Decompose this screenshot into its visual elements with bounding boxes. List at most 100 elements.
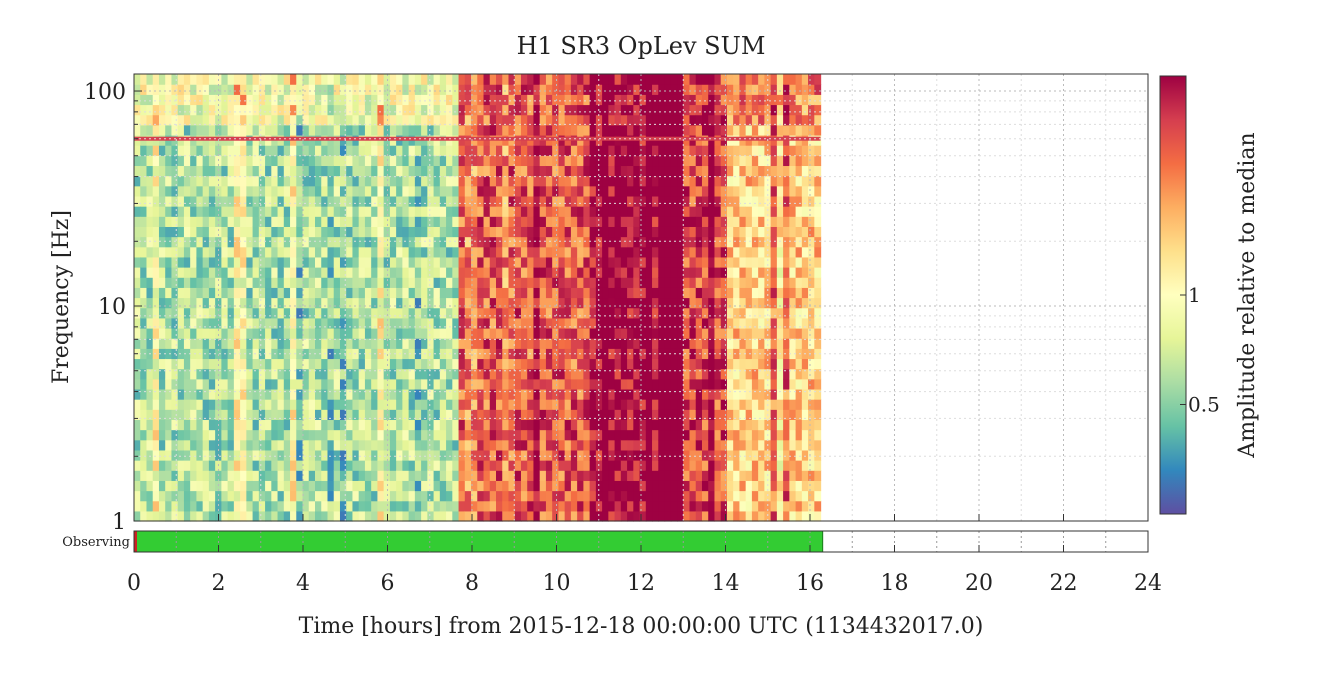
heatmap-cell [234,176,241,187]
heatmap-cell [596,358,603,369]
heatmap-cell [490,480,497,491]
heatmap-cell [309,216,316,227]
heatmap-cell [796,155,803,166]
heatmap-cell [278,440,285,451]
heatmap-cell [465,94,472,105]
heatmap-cell [490,308,497,319]
heatmap-cell [465,328,472,339]
heatmap-cell [496,186,503,197]
heatmap-cell [683,145,690,156]
y-tick-label: 100 [84,80,126,105]
heatmap-cell [702,298,709,309]
heatmap-cell [621,491,628,502]
heatmap-cell [602,369,609,380]
heatmap-cell [789,186,796,197]
heatmap-cell [746,155,753,166]
heatmap-cell [527,328,534,339]
heatmap-cell [459,480,466,491]
heatmap-cell [652,74,659,85]
heatmap-cell [652,491,659,502]
heatmap-cell [496,491,503,502]
heatmap-cell [159,84,166,95]
heatmap-cell [621,470,628,481]
heatmap-cell [359,176,366,187]
heatmap-cell [309,450,316,461]
heatmap-cell [390,237,397,248]
heatmap-cell [540,308,547,319]
heatmap-cell [590,247,597,258]
heatmap-cell [565,430,572,441]
heatmap-cell [153,247,160,258]
heatmap-cell [396,247,403,258]
heatmap-cell [477,460,484,471]
heatmap-cell [171,358,178,369]
heatmap-cell [777,206,784,217]
heatmap-cell [652,247,659,258]
heatmap-cell [627,84,634,95]
heatmap-cell [409,389,416,400]
heatmap-cell [758,165,765,176]
heatmap-cell [390,176,397,187]
heatmap-cell [714,460,721,471]
heatmap-cell [577,216,584,227]
heatmap-cell [296,470,303,481]
heatmap-cell [352,165,359,176]
heatmap-cell [746,511,753,522]
heatmap-cell [340,379,347,390]
heatmap-cell [377,358,384,369]
heatmap-cell [789,287,796,298]
heatmap-cell [334,145,341,156]
heatmap-cell [621,165,628,176]
heatmap-cell [789,257,796,268]
heatmap-cell [352,277,359,288]
heatmap-cell [190,328,197,339]
heatmap-cell [340,237,347,248]
heatmap-cell [221,298,228,309]
heatmap-cell [583,196,590,207]
heatmap-cell [396,460,403,471]
heatmap-cell [696,237,703,248]
heatmap-cell [159,358,166,369]
heatmap-cell [652,94,659,105]
heatmap-cell [134,358,141,369]
heatmap-cell [146,501,153,512]
heatmap-cell [334,94,341,105]
heatmap-cell [271,419,278,430]
heatmap-cell [327,450,334,461]
heatmap-cell [196,84,203,95]
heatmap-cell [671,104,678,115]
heatmap-cell [371,196,378,207]
heatmap-cell [359,125,366,136]
heatmap-cell [615,389,622,400]
heatmap-cell [234,104,241,115]
heatmap-cell [359,74,366,85]
heatmap-cell [334,216,341,227]
heatmap-cell [546,145,553,156]
heatmap-cell [802,267,809,278]
heatmap-cell [714,298,721,309]
heatmap-cell [377,216,384,227]
heatmap-cell [340,399,347,410]
heatmap-cell [714,145,721,156]
heatmap-cell [159,104,166,115]
heatmap-cell [540,419,547,430]
heatmap-cell [153,501,160,512]
heatmap-cell [533,94,540,105]
heatmap-cell [271,94,278,105]
heatmap-cell [434,358,441,369]
heatmap-cell [434,206,441,217]
heatmap-cell [178,470,185,481]
heatmap-cell [802,206,809,217]
heatmap-cell [590,298,597,309]
heatmap-cell [415,399,422,410]
heatmap-cell [140,165,147,176]
heatmap-cell [771,216,778,227]
heatmap-cell [771,226,778,237]
heatmap-cell [184,196,191,207]
heatmap-cell [440,389,447,400]
heatmap-cell [477,125,484,136]
heatmap-cell [159,115,166,126]
heatmap-cell [459,501,466,512]
heatmap-cell [265,389,272,400]
heatmap-cell [746,308,753,319]
